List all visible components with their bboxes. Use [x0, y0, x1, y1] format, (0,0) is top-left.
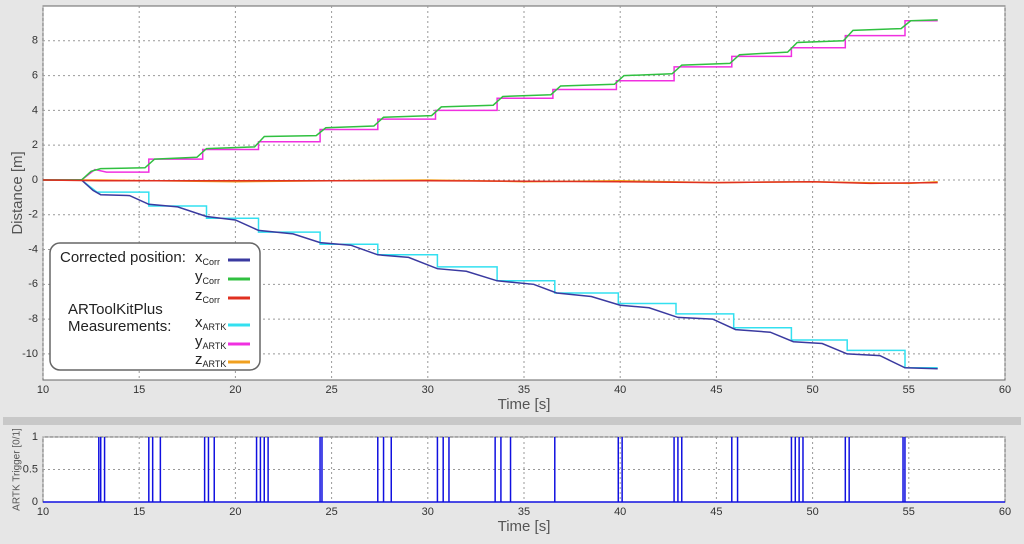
legend-group-label: Corrected position:: [60, 249, 186, 266]
legend-name: z: [195, 287, 203, 304]
x-tick-label: 35: [518, 506, 530, 518]
y-tick-label: -10: [22, 348, 38, 360]
y-tick-label: 4: [32, 104, 38, 116]
y-tick-label: -2: [28, 209, 38, 221]
x-tick-label: 20: [229, 506, 241, 518]
main-plot: 10 15 20 25 30 35 40 45 50 55 60 -10 -8 -6 -4 -2 0 2 4 6 8 Ti…: [9, 5, 1011, 413]
x-tick-label: 50: [806, 506, 818, 518]
legend-subscript: Corr: [203, 257, 221, 267]
y-axis-label: ARTK Trigger [0/1]: [12, 428, 23, 511]
x-axis-label: Time [s]: [498, 396, 551, 413]
legend-group-label: ARToolKitPlus: [68, 301, 163, 318]
x-tick-label: 45: [710, 506, 722, 518]
x-tick-label: 25: [325, 384, 337, 396]
data-line: [43, 179, 938, 370]
legend-label: xARTK: [195, 314, 226, 332]
legend-name: y: [195, 333, 203, 350]
x-tick-label: 35: [518, 384, 530, 396]
x-tick-label: 15: [133, 384, 145, 396]
x-tick-label: 50: [806, 384, 818, 396]
y-tick-label: 6: [32, 69, 38, 81]
data-line: [42, 179, 938, 185]
data-line: [43, 19, 938, 181]
legend-subscript: ARTK: [203, 359, 227, 369]
y-tick-label: -8: [28, 313, 38, 325]
y-tick-label: 0: [32, 496, 38, 508]
data-line: [43, 179, 938, 369]
y-tick-label: 8: [32, 35, 38, 47]
x-tick-label: 60: [999, 506, 1011, 518]
x-tick-label: 45: [710, 384, 722, 396]
legend-subscript: Corr: [203, 276, 221, 286]
legend-name: x: [195, 314, 203, 331]
y-axis-label: Distance [m]: [9, 151, 26, 234]
y-tick-label: 1: [32, 431, 38, 443]
legend-group-label: Measurements:: [68, 318, 171, 335]
x-tick-label: 30: [422, 506, 434, 518]
legend-label: yARTK: [195, 333, 226, 351]
trigger-plot: 10 15 20 25 30 35 40 45 50 55 60 0 0.5 1 Time [s] ARTK …: [12, 428, 1011, 535]
x-tick-label: 60: [999, 384, 1011, 396]
separator: [3, 417, 1021, 425]
x-tick-label: 30: [422, 384, 434, 396]
y-tick-label: -6: [28, 278, 38, 290]
y-tick-label: 2: [32, 139, 38, 151]
y-tick-label: -4: [28, 243, 38, 255]
legend-subscript: ARTK: [203, 322, 227, 332]
x-tick-label: 20: [229, 384, 241, 396]
legend-label: zARTK: [195, 351, 226, 369]
x-axis-label: Time [s]: [498, 518, 551, 535]
x-tick-label: 40: [614, 506, 626, 518]
x-tick-label: 10: [37, 384, 49, 396]
legend-label: yCorr: [195, 268, 220, 286]
x-tick-label: 40: [614, 384, 626, 396]
legend-box: [49, 242, 261, 371]
x-tick-label: 15: [133, 506, 145, 518]
x-tick-label: 10: [37, 506, 49, 518]
legend-subscript: ARTK: [203, 341, 227, 351]
legend-name: z: [195, 351, 203, 368]
legend-label: zCorr: [195, 287, 220, 305]
legend-name: y: [195, 268, 203, 285]
x-tick-label: 55: [903, 384, 915, 396]
y-tick-label: 0.5: [23, 463, 38, 475]
x-tick-label: 25: [325, 506, 337, 518]
legend-name: x: [195, 249, 203, 266]
x-tick-label: 55: [903, 506, 915, 518]
legend-label: xCorr: [195, 249, 220, 267]
legend-subscript: Corr: [203, 295, 221, 305]
y-tick-label: 0: [32, 174, 38, 186]
